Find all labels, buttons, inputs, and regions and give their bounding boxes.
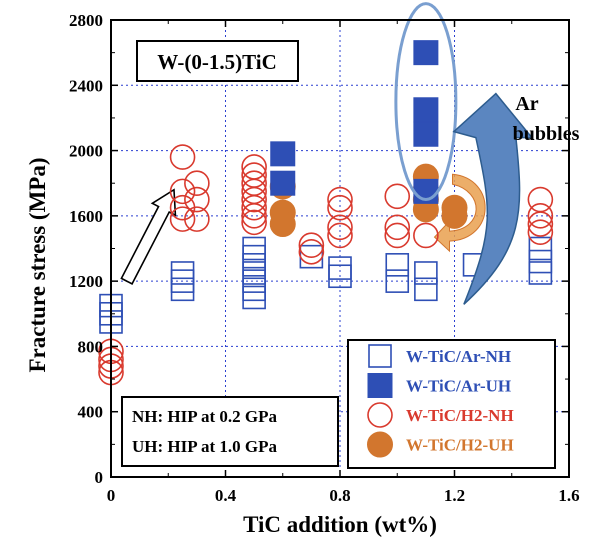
- legend-marker-w-tic-ar-uh: [367, 373, 393, 398]
- w-tic-h2-nh-point: [298, 238, 325, 265]
- legend-marker-w-tic-ar-nh: [368, 344, 392, 368]
- w-tic-h2-nh-point: [527, 203, 554, 229]
- w-tic-h2-nh-point: [169, 206, 196, 232]
- y-tick-label: 2000: [69, 142, 103, 161]
- y-axis-title: Fracture stress (MPa): [25, 157, 50, 372]
- legend-label-w-tic-ar-uh: W-TiC/Ar-UH: [406, 377, 511, 396]
- increase-arrow: [120, 188, 177, 285]
- inset-title-box: [136, 40, 299, 82]
- legend-marker-w-tic-h2-uh: [367, 431, 393, 458]
- w-tic-ar-uh-point: [270, 170, 296, 196]
- w-tic-h2-nh-point: [527, 211, 554, 237]
- w-tic-h2-nh-point: [241, 209, 267, 236]
- w-tic-h2-nh-point: [298, 232, 325, 259]
- w-tic-ar-nh-point: [242, 285, 266, 310]
- w-tic-ar-uh-point: [413, 97, 439, 123]
- w-tic-ar-nh-point: [328, 264, 352, 289]
- legend-label-w-tic-ar-nh: W-TiC/Ar-NH: [406, 347, 511, 366]
- w-tic-h2-nh-point: [184, 206, 210, 232]
- y-tick-label: 1600: [69, 207, 103, 226]
- x-tick-label: 1.2: [444, 486, 465, 505]
- legend-marker-w-tic-h2-nh: [367, 402, 393, 428]
- w-tic-ar-uh-point: [413, 121, 439, 147]
- y-tick-label: 800: [78, 337, 104, 356]
- x-tick-label: 0.8: [329, 486, 350, 505]
- legend-label-w-tic-h2-nh: W-TiC/H2-NH: [406, 406, 514, 425]
- inset-title: W-(0-1.5)TiC: [157, 50, 277, 74]
- ar-bubbles-label-line2: bubbles: [513, 123, 580, 145]
- w-tic-h2-nh-point: [241, 186, 267, 213]
- y-tick-label: 1200: [69, 272, 103, 291]
- w-tic-ar-nh-point: [414, 277, 438, 302]
- w-tic-h2-nh-point: [384, 222, 411, 249]
- w-tic-ar-uh-point: [270, 141, 296, 167]
- note-uh: UH: HIP at 1.0 GPa: [132, 437, 277, 456]
- x-tick-label: 0: [107, 486, 116, 505]
- hip-notes-box: [121, 396, 339, 467]
- w-tic-ar-nh-point: [414, 261, 438, 285]
- w-tic-ar-nh-point: [385, 269, 410, 293]
- ar-uh-highlight-ellipse: [394, 2, 458, 202]
- w-tic-h2-nh-point: [527, 219, 554, 245]
- annotation-layer: [120, 173, 486, 285]
- w-tic-h2-nh-point: [327, 214, 353, 241]
- w-tic-h2-nh-point: [327, 222, 353, 249]
- w-tic-ar-nh-point: [528, 261, 553, 285]
- w-tic-h2-uh-point: [269, 211, 296, 238]
- axis-ticks: 0 400 800 1200 1600 2000 2400 2800 0 0.4 0.8 1.2 1.6: [69, 11, 580, 505]
- y-tick-label: 2800: [69, 11, 103, 30]
- x-axis-title: TiC addition (wt%): [243, 512, 437, 537]
- x-tick-label: 1.6: [558, 486, 579, 505]
- y-tick-label: 400: [78, 403, 104, 422]
- w-tic-h2-nh-point: [241, 203, 267, 229]
- w-tic-ar-nh-point: [170, 277, 195, 302]
- w-tic-h2-nh-point: [384, 183, 411, 210]
- legend-label-w-tic-h2-uh: W-TiC/H2-UH: [406, 436, 514, 455]
- w-tic-h2-nh-point: [184, 170, 210, 197]
- x-tick-label: 0.4: [215, 486, 237, 505]
- orange-curved-arrow: [433, 173, 486, 253]
- w-tic-h2-nh-point: [241, 194, 267, 221]
- legend: W-TiC/Ar-NH W-TiC/Ar-UH W-TiC/H2-NH W-TiC/H…: [347, 339, 556, 469]
- w-tic-h2-nh-point: [384, 214, 411, 241]
- note-nh: NH: HIP at 0.2 GPa: [132, 407, 277, 426]
- w-tic-ar-nh-point: [385, 253, 410, 277]
- w-tic-h2-nh-point: [169, 144, 196, 170]
- w-tic-h2-nh-point: [327, 194, 353, 221]
- w-tic-h2-nh-point: [169, 178, 196, 205]
- y-tick-label: 0: [95, 468, 104, 487]
- w-tic-h2-nh-point: [327, 186, 353, 213]
- y-tick-label: 2400: [69, 76, 103, 95]
- ar-bubbles-arrow: [452, 92, 534, 305]
- annotation-front-layer: [394, 2, 534, 305]
- w-tic-h2-nh-point: [413, 222, 439, 249]
- ar-bubbles-label-line1: Ar: [515, 93, 538, 115]
- w-tic-h2-uh-point: [441, 202, 468, 229]
- w-tic-ar-uh-point: [413, 40, 439, 66]
- w-tic-ar-nh-point: [528, 236, 553, 261]
- w-tic-h2-nh-point: [184, 186, 210, 213]
